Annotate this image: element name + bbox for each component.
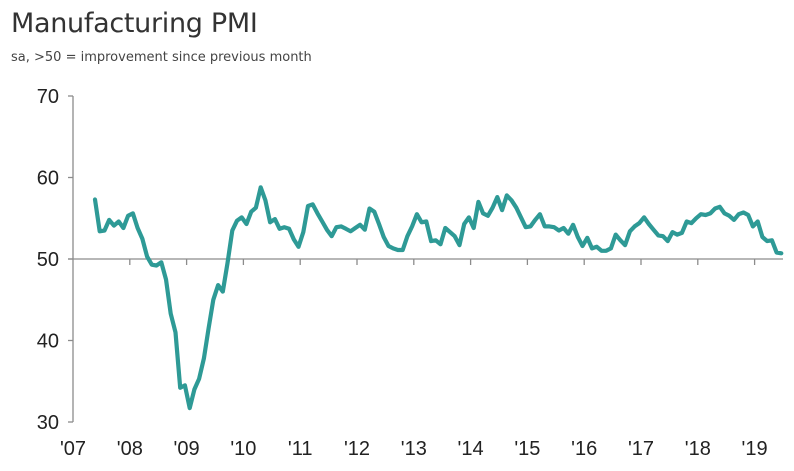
x-tick-label: '16 <box>571 438 597 460</box>
series-line-pmi <box>92 185 784 411</box>
y-tick-label: 50 <box>37 249 59 271</box>
x-tick-label: '19 <box>742 438 768 460</box>
chart-title: Manufacturing PMI <box>11 8 258 39</box>
series-lines <box>92 185 784 411</box>
x-tick-label: '07 <box>60 438 86 460</box>
x-tick-label: '08 <box>117 438 143 460</box>
y-tick-label: 70 <box>37 86 59 108</box>
x-tick-label: '12 <box>344 438 370 460</box>
x-tick-label: '18 <box>685 438 711 460</box>
x-tick-label: '17 <box>628 438 654 460</box>
y-tick-label: 60 <box>37 168 59 190</box>
x-tick-label: '13 <box>401 438 427 460</box>
chart-subtitle: sa, >50 = improvement since previous mon… <box>11 50 312 65</box>
x-tick-label: '14 <box>458 438 484 460</box>
x-tick-label: '10 <box>230 438 256 460</box>
x-tick-label: '15 <box>514 438 540 460</box>
x-tick-labels: '07 '08 '09 '10 '11 '12 '13 '14 '15 '16 '17 '18 '19 <box>60 438 768 460</box>
x-tick-label: '09 <box>174 438 200 460</box>
y-tick-labels: 70 60 50 40 30 <box>37 86 59 434</box>
y-tick-label: 40 <box>37 331 59 353</box>
x-tick-label: '11 <box>288 438 313 460</box>
y-tick-label: 30 <box>37 412 59 434</box>
axes <box>68 95 783 423</box>
